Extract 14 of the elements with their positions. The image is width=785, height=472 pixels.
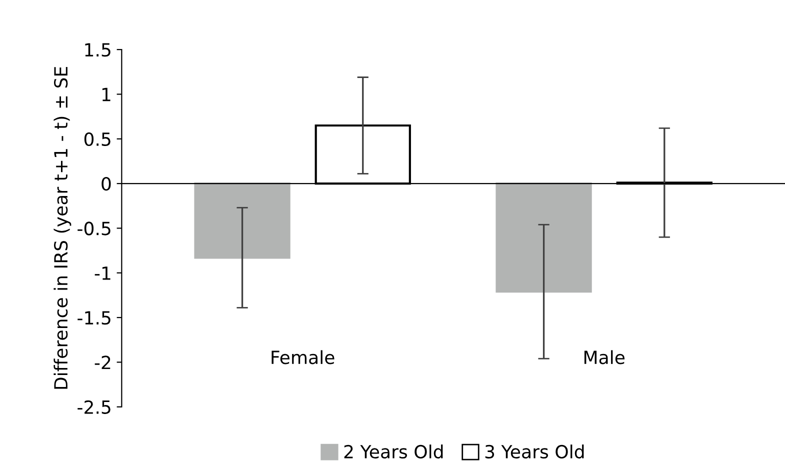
y-tick-label: 0.5 xyxy=(84,132,110,146)
legend-label: 2 Years Old xyxy=(344,444,443,459)
y-tick-label: 1.5 xyxy=(85,43,110,57)
x-tick-label: Male xyxy=(584,350,625,364)
y-tick-label: -0.5 xyxy=(78,222,110,236)
x-tick-label: Female xyxy=(272,350,334,364)
legend-label: 3 Years Old xyxy=(485,444,584,459)
y-tick-label: 0 xyxy=(102,177,111,191)
y-tick-label: -1.5 xyxy=(78,311,110,325)
y-tick-label: 1 xyxy=(102,88,110,102)
y-tick-label: -2 xyxy=(94,356,110,370)
y-axis-title: Difference in IRS (year t+1 - t) ± SE xyxy=(54,67,72,389)
y-tick-label: -2.5 xyxy=(78,400,110,414)
y-tick-label: -1 xyxy=(94,266,110,280)
